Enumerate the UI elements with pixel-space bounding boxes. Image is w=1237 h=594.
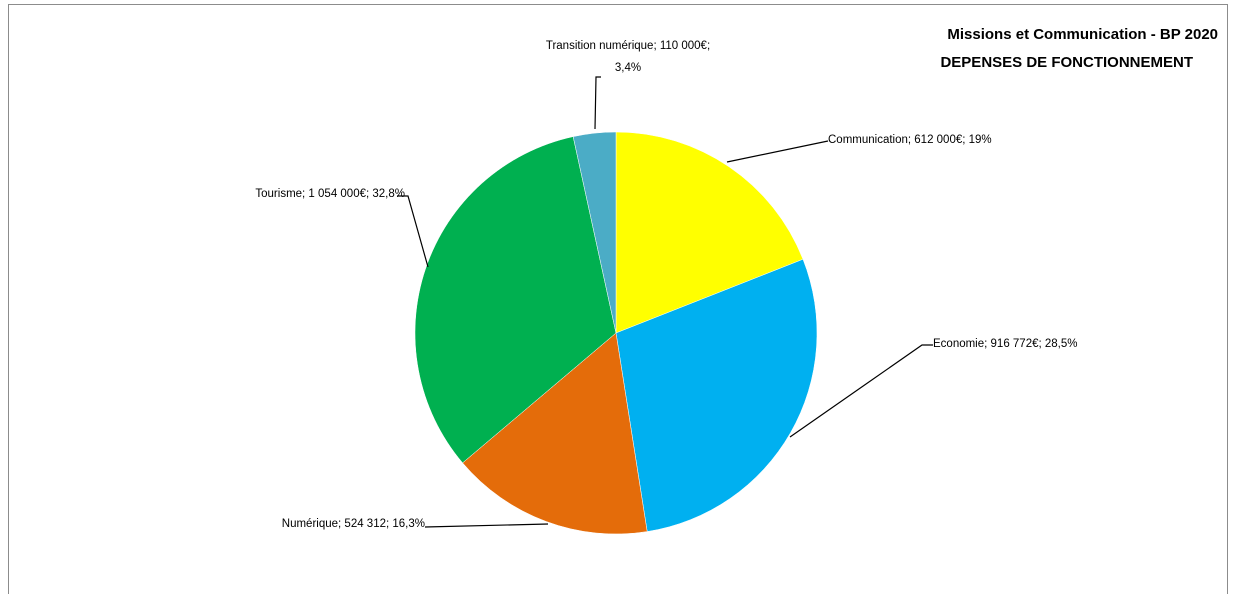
leader-line-transition-numerique [594, 76, 601, 130]
chart-title-line-2: DEPENSES DE FONCTIONNEMENT [940, 54, 1193, 71]
data-label-tourisme: Tourisme; 1 054 000€; 32,8% [255, 188, 405, 200]
data-label-transition-numerique-line-2: 3,4% [615, 62, 641, 74]
pie-slice-transition-numerique [572, 131, 617, 334]
leader-line-communication [726, 140, 829, 163]
data-label-numerique: Numérique; 524 312; 16,3% [282, 518, 425, 530]
pie-slice-tourisme [414, 136, 617, 464]
leader-line-numerique [424, 523, 549, 528]
pie-slice-communication [615, 131, 804, 334]
leader-line-economie [789, 344, 933, 438]
pie-slice-economie [615, 258, 818, 532]
pie-slice-numerique [462, 332, 648, 535]
leader-line-tourisme [397, 195, 429, 268]
chart-title-line-1: Missions et Communication - BP 2020 [947, 26, 1218, 43]
data-label-transition-numerique-line-1: Transition numérique; 110 000€; [546, 40, 710, 52]
data-label-communication: Communication; 612 000€; 19% [828, 134, 992, 146]
data-label-economie: Economie; 916 772€; 28,5% [933, 338, 1078, 350]
